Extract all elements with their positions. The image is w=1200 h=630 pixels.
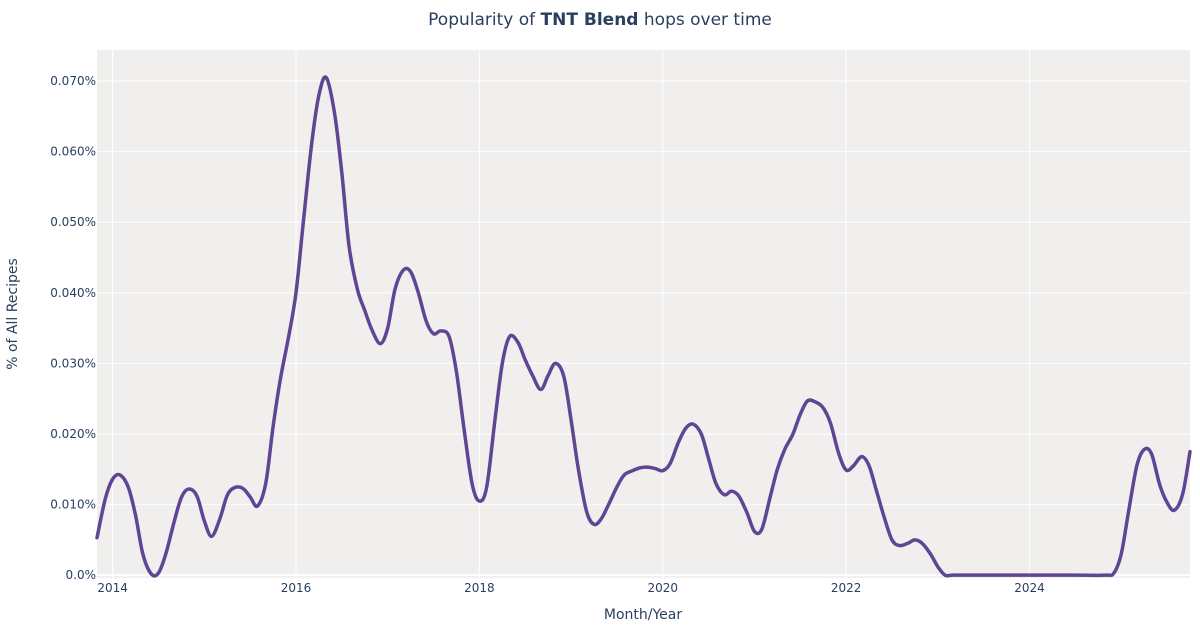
- x-tick-label: 2018: [464, 581, 495, 595]
- plot-background: [97, 50, 1190, 578]
- chart-title-bold: TNT Blend: [541, 10, 639, 30]
- y-tick-label: 0.040%: [50, 286, 96, 300]
- y-axis-title: % of All Recipes: [5, 258, 21, 370]
- x-tick-label: 2014: [97, 581, 128, 595]
- y-tick-label: 0.030%: [50, 356, 96, 370]
- x-tick-label: 2024: [1014, 581, 1045, 595]
- series-line: [95, 75, 1192, 578]
- chart-title: Popularity of TNT Blend hops over time: [428, 10, 772, 30]
- x-axis-title: Month/Year: [604, 607, 682, 623]
- y-tick-label: 0.070%: [50, 74, 96, 88]
- x-tick-label: 2022: [831, 581, 862, 595]
- y-tick-label: 0.020%: [50, 427, 96, 441]
- y-tick-label: 0.010%: [50, 498, 96, 512]
- chart-title-prefix: Popularity of: [428, 10, 540, 30]
- y-tick-label: 0.050%: [50, 215, 96, 229]
- x-gridlines: [112, 50, 1031, 578]
- x-tick-label: 2020: [647, 581, 678, 595]
- chart-title-suffix: hops over time: [638, 10, 771, 30]
- x-tick-labels: 2014 2016 2018 2020 2022 2024: [97, 581, 1044, 595]
- y-tick-label: 0.0%: [66, 568, 97, 582]
- y-tick-label: 0.060%: [50, 145, 96, 159]
- y-tick-labels: 0.0% 0.010% 0.020% 0.030% 0.040% 0.050% 0.060%…: [50, 74, 96, 582]
- x-tick-label: 2016: [281, 581, 312, 595]
